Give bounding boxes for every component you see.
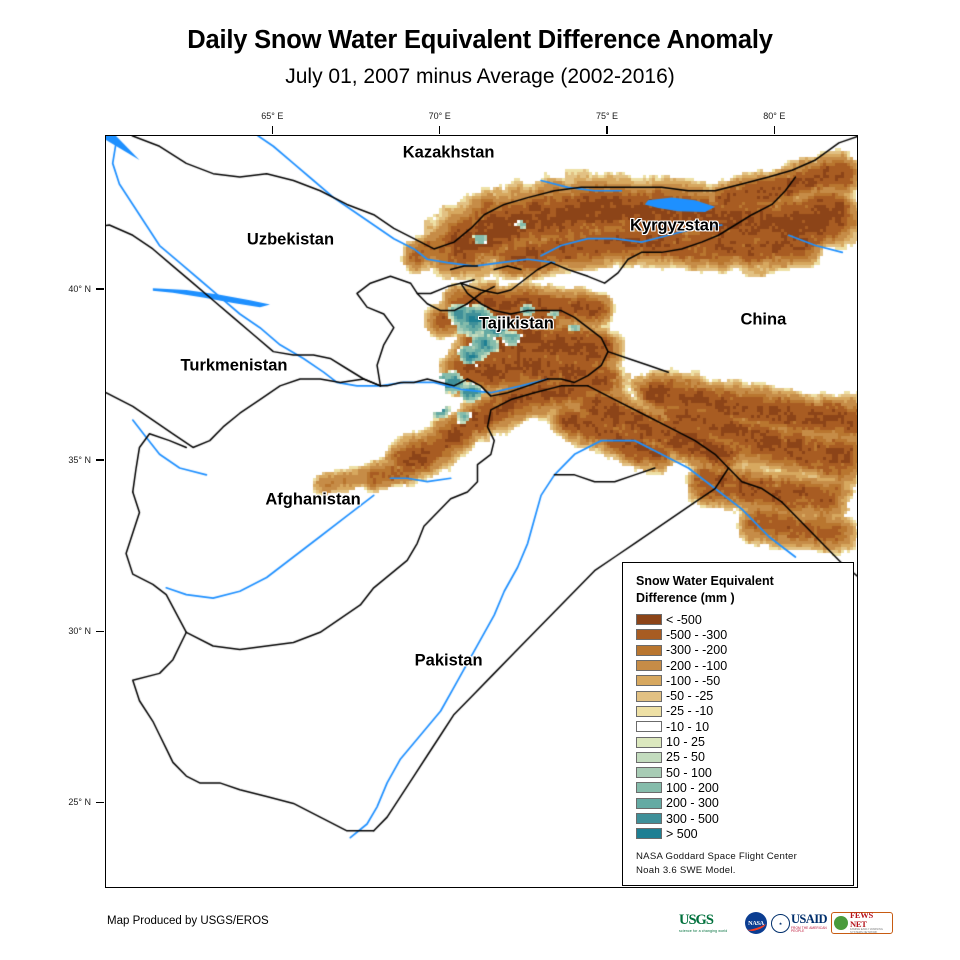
legend-row: -100 - -50 [636,673,853,688]
fewsnet-logo-wordmark: FEWS NET [850,910,873,929]
footer-credit: Map Produced by USGS/EROS [107,915,269,927]
usgs-logo-wordmark: USGS [679,912,714,929]
legend-class-label: 300 - 500 [666,811,719,826]
legend-color-swatch [636,828,662,840]
usaid-seal-icon: ★ [771,913,790,933]
logo-strip: USGS science for a changing world NASA ★… [679,911,893,935]
legend-class-label: -50 - -25 [666,689,714,704]
lat-tick-label: 25° N [68,797,91,808]
lon-tick-label: 75° E [595,111,619,121]
legend-color-swatch [636,644,662,656]
nasa-logo-icon: NASA [745,912,767,934]
legend-class-label: 10 - 25 [666,735,705,750]
lat-tick-label: 35° N [68,455,91,466]
legend-class-label: > 500 [666,826,698,841]
legend-row: 50 - 100 [636,765,853,780]
usgs-logo-icon: USGS science for a changing world [679,912,741,934]
legend-row: < -500 [636,612,853,627]
lat-tick-label: 40° N [68,284,91,295]
legend-class-label: -10 - 10 [666,719,710,734]
legend-row: 200 - 300 [636,796,853,811]
legend-row: 10 - 25 [636,734,853,749]
lon-tick-label: 70° E [428,111,451,121]
legend-title-line1: Snow Water Equivalent [636,574,774,588]
lon-tick-mark [773,126,776,134]
nasa-logo-wordmark: NASA [748,919,764,927]
legend-class-label: -100 - -50 [666,673,721,688]
legend-color-swatch [636,614,662,626]
lat-tick-mark [96,630,104,632]
legend-color-swatch [636,782,662,794]
legend-color-swatch [636,675,662,687]
legend-color-swatch [636,797,662,809]
legend-row: -10 - 10 [636,719,853,734]
legend-title-line2: Difference (mm ) [636,590,735,605]
lon-tick-label: 80° E [763,111,786,121]
legend-color-swatch [636,705,662,717]
legend-color-swatch [636,751,662,763]
legend-title: Snow Water Equivalent Difference (mm ) [636,573,836,606]
map-legend: Snow Water Equivalent Difference (mm ) <… [622,562,854,886]
legend-source-note: NASA Goddard Space Flight Center Noah 3.… [636,850,853,878]
usgs-logo-tagline: science for a changing world [679,928,728,933]
fewsnet-globe-icon [834,916,848,930]
usaid-logo-icon: ★ USAID FROM THE AMERICAN PEOPLE [771,912,828,934]
lon-tick-mark [606,126,608,134]
usaid-logo-tagline: FROM THE AMERICAN PEOPLE [791,925,827,933]
legend-row: -25 - -10 [636,704,853,719]
legend-row: > 500 [636,826,853,841]
page-subtitle: July 01, 2007 minus Average (2002-2016) [285,65,675,89]
lon-tick-mark [438,126,441,134]
legend-source-line2: Noah 3.6 SWE Model. [636,865,736,877]
legend-row: -500 - -300 [636,627,853,642]
usaid-logo-wordmark: USAID [791,912,828,927]
legend-color-swatch [636,813,662,824]
legend-class-label: -300 - -200 [666,643,728,658]
lat-tick-mark [96,801,104,804]
legend-color-swatch [636,660,662,672]
lon-tick-mark [271,126,274,134]
legend-row: 25 - 50 [636,750,853,765]
title-block: Daily Snow Water Equivalent Difference A… [0,26,960,88]
fewsnet-logo-tagline: FAMINE EARLY WARNING SYSTEMS NETWORK [850,928,883,934]
legend-class-label: 100 - 200 [666,780,719,795]
legend-row: 100 - 200 [636,780,853,795]
lat-tick-label: 30° N [68,626,91,637]
legend-class-label: -25 - -10 [666,704,714,719]
legend-row: 300 - 500 [636,811,853,826]
legend-source-line1: NASA Goddard Space Flight Center [636,851,798,863]
legend-class-label: 50 - 100 [666,765,712,780]
legend-color-swatch [636,721,662,733]
legend-class-label: -500 - -300 [666,627,728,642]
legend-class-label: < -500 [666,612,702,627]
legend-class-list: < -500 -500 - -300 -300 - -200 -200 - -100-… [636,612,853,841]
legend-row: -300 - -200 [636,643,853,658]
lat-tick-mark [96,288,104,290]
fewsnet-logo-icon: FEWS NET FAMINE EARLY WARNING SYSTEMS NE… [831,910,893,934]
legend-class-label: 25 - 50 [666,750,705,765]
legend-color-swatch [636,767,662,779]
legend-color-swatch [636,629,662,641]
page-title: Daily Snow Water Equivalent Difference A… [187,26,773,54]
lon-tick-label: 65° E [261,111,284,121]
legend-color-swatch [636,736,662,748]
legend-row: -50 - -25 [636,688,853,703]
legend-color-swatch [636,690,662,702]
legend-class-label: -200 - -100 [666,658,728,673]
legend-row: -200 - -100 [636,658,853,673]
lat-tick-mark [96,459,104,461]
legend-class-label: 200 - 300 [666,796,719,811]
